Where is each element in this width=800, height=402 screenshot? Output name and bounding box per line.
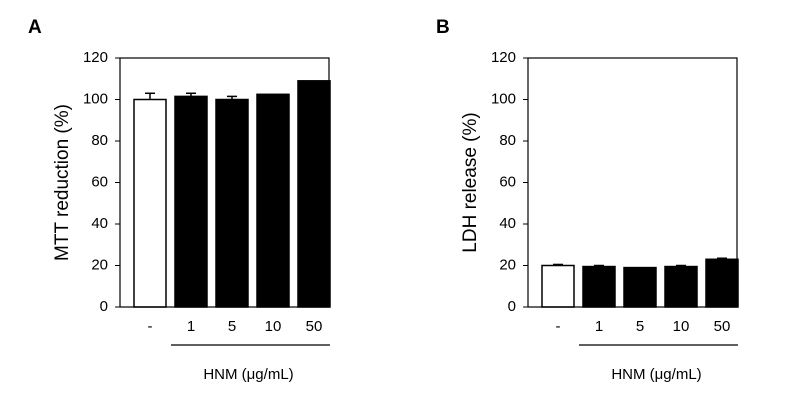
bar: [541, 264, 575, 308]
y-axis-label: LDH release (%): [460, 112, 481, 252]
y-tick-label: 40: [91, 215, 108, 232]
y-tick-label: 100: [491, 90, 516, 107]
x-tick-label: -: [148, 318, 153, 335]
y-tick-label: 0: [508, 298, 516, 315]
x-tick-label: 1: [595, 318, 603, 335]
y-tick-label: 60: [91, 173, 108, 190]
bar: [256, 93, 290, 308]
bar: [174, 95, 208, 308]
y-axis-label: MTT reduction (%): [52, 104, 73, 261]
y-tick-label: 100: [83, 90, 108, 107]
bar: [133, 98, 167, 308]
x-tick-label: 10: [265, 318, 282, 335]
x-tick-label: 10: [673, 318, 690, 335]
y-tick-label: 80: [499, 132, 516, 149]
y-tick-label: 120: [491, 49, 516, 66]
y-tick-label: 40: [499, 215, 516, 232]
x-axis-label: HNM (μg/mL): [611, 366, 701, 383]
y-tick-label: 20: [499, 256, 516, 273]
x-tick-label: 5: [228, 318, 236, 335]
panel-label: A: [28, 17, 42, 38]
plot-frame: [119, 57, 330, 308]
y-tick-label: 80: [91, 132, 108, 149]
plot-frame: [527, 57, 738, 308]
y-tick-label: 20: [91, 256, 108, 273]
bar: [664, 265, 698, 308]
x-tick-label: -: [556, 318, 561, 335]
x-tick-label: 1: [187, 318, 195, 335]
y-tick-label: 0: [100, 298, 108, 315]
bar: [705, 258, 739, 308]
x-tick-label: 50: [714, 318, 731, 335]
x-tick-label: 50: [306, 318, 323, 335]
y-tick-label: 120: [83, 49, 108, 66]
x-axis-label: HNM (μg/mL): [203, 366, 293, 383]
x-tick-label: 5: [636, 318, 644, 335]
panel-label: B: [436, 17, 450, 38]
bar: [582, 265, 616, 308]
bar: [623, 266, 657, 308]
bar: [215, 98, 249, 308]
bar: [297, 80, 331, 308]
y-tick-label: 60: [499, 173, 516, 190]
